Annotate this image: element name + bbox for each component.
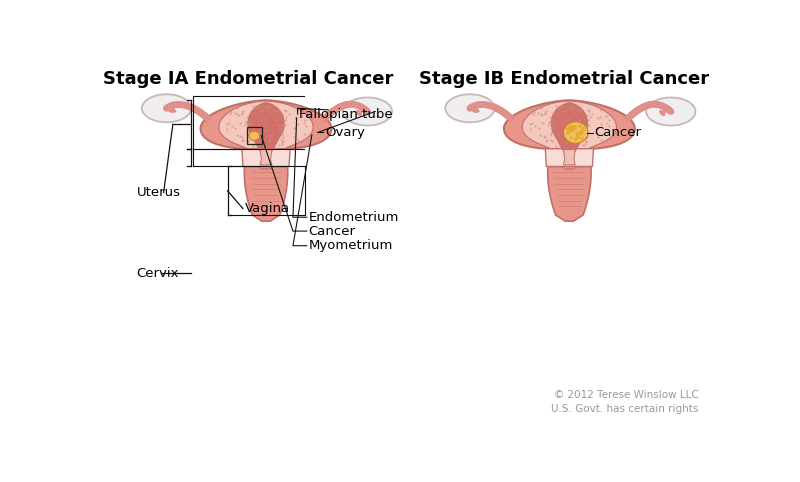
Polygon shape — [242, 149, 290, 166]
Polygon shape — [548, 166, 591, 221]
Text: Fallopian tube: Fallopian tube — [299, 107, 393, 120]
Ellipse shape — [446, 94, 494, 122]
Circle shape — [572, 126, 574, 129]
Polygon shape — [244, 166, 288, 221]
Polygon shape — [551, 103, 587, 155]
Circle shape — [570, 130, 574, 133]
Ellipse shape — [563, 122, 588, 143]
Polygon shape — [201, 100, 331, 149]
Circle shape — [582, 137, 584, 140]
Circle shape — [570, 128, 574, 131]
Polygon shape — [248, 103, 284, 155]
Circle shape — [572, 125, 578, 130]
Polygon shape — [219, 101, 313, 149]
Text: Myometrium: Myometrium — [308, 239, 393, 252]
Text: Cancer: Cancer — [308, 225, 355, 238]
Text: Ovary: Ovary — [326, 126, 365, 139]
Text: Endometrium: Endometrium — [308, 211, 398, 224]
Circle shape — [566, 126, 570, 131]
Text: Uterus: Uterus — [137, 186, 181, 199]
Circle shape — [578, 131, 583, 135]
Text: Stage IA Endometrial Cancer: Stage IA Endometrial Cancer — [103, 70, 394, 88]
Circle shape — [569, 124, 574, 129]
Polygon shape — [258, 166, 274, 169]
Circle shape — [576, 132, 580, 136]
Circle shape — [574, 125, 577, 127]
Polygon shape — [260, 149, 272, 165]
Polygon shape — [546, 149, 594, 166]
Circle shape — [581, 127, 586, 132]
Circle shape — [578, 124, 582, 128]
Circle shape — [580, 137, 582, 140]
Circle shape — [566, 131, 570, 135]
Polygon shape — [522, 101, 617, 149]
Bar — [247, 127, 262, 144]
Ellipse shape — [142, 94, 191, 122]
Circle shape — [570, 136, 573, 139]
Text: Stage IB Endometrial Cancer: Stage IB Endometrial Cancer — [419, 70, 709, 88]
Ellipse shape — [249, 131, 260, 140]
Text: Cancer: Cancer — [594, 126, 641, 139]
Ellipse shape — [646, 97, 695, 125]
Polygon shape — [504, 100, 635, 149]
Ellipse shape — [343, 97, 392, 125]
Circle shape — [576, 135, 580, 139]
Polygon shape — [562, 166, 577, 169]
Text: © 2012 Terese Winslow LLC
U.S. Govt. has certain rights: © 2012 Terese Winslow LLC U.S. Govt. has… — [551, 390, 698, 414]
Circle shape — [574, 137, 577, 141]
Circle shape — [578, 131, 582, 134]
Text: Cervix: Cervix — [137, 267, 179, 280]
Circle shape — [580, 130, 584, 134]
Polygon shape — [563, 149, 575, 165]
Circle shape — [567, 126, 573, 132]
Text: Vagina: Vagina — [245, 202, 290, 215]
